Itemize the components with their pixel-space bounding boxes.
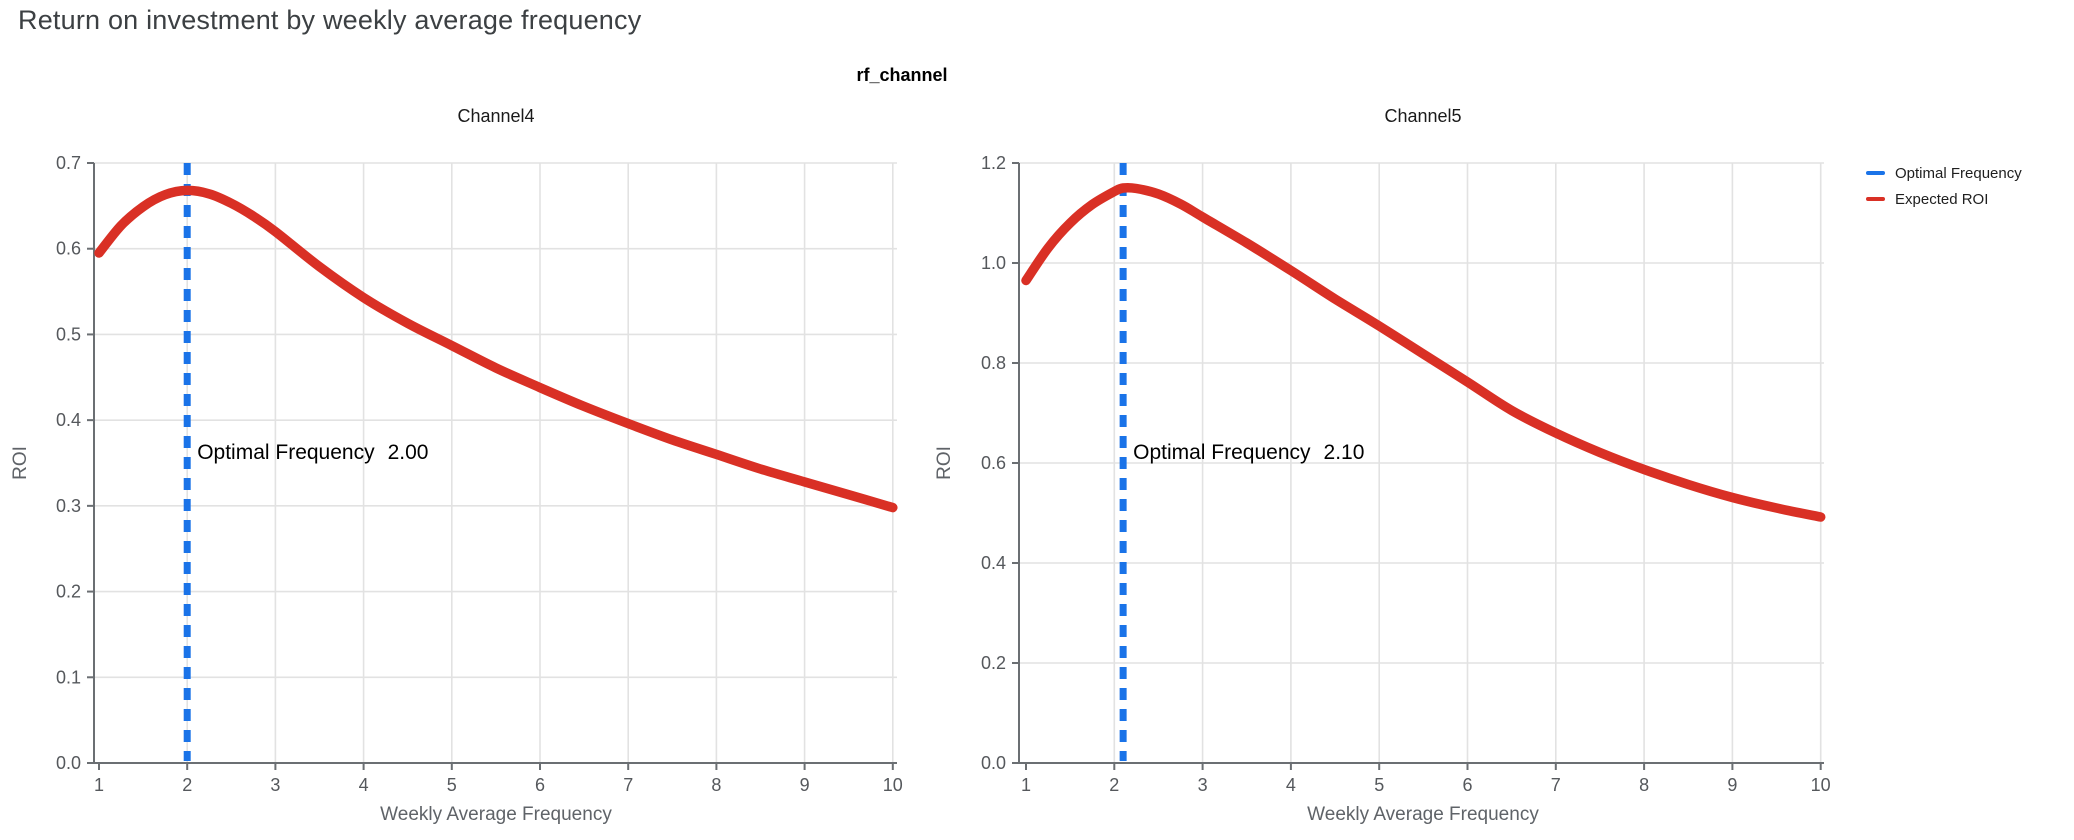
subplot-title: Channel5	[1384, 106, 1461, 126]
x-tick-label: 9	[1727, 775, 1737, 795]
x-tick-label: 1	[1021, 775, 1031, 795]
x-tick-label: 8	[1639, 775, 1649, 795]
y-axis-title: ROI	[10, 446, 31, 480]
x-tick-label: 4	[359, 775, 369, 795]
x-tick-label: 2	[1109, 775, 1119, 795]
y-tick-label: 0.4	[981, 553, 1006, 573]
x-tick-label: 7	[1551, 775, 1561, 795]
y-tick-label: 0.6	[56, 239, 81, 259]
x-tick-label: 3	[1198, 775, 1208, 795]
subplot-title: Channel4	[457, 106, 534, 126]
expected-roi-line-swatch	[1866, 197, 1885, 201]
x-tick-label: 6	[535, 775, 545, 795]
x-tick-label: 1	[94, 775, 104, 795]
optimal-frequency-annotation: Optimal Frequency 2.00	[197, 441, 428, 464]
x-tick-label: 3	[270, 775, 280, 795]
y-tick-label: 1.0	[981, 253, 1006, 273]
x-axis-title: Weekly Average Frequency	[1307, 804, 1539, 825]
x-tick-label: 10	[883, 775, 903, 795]
legend-item-optimal-frequency: Optimal Frequency	[1866, 160, 2022, 186]
y-tick-label: 0.4	[56, 410, 81, 430]
y-tick-label: 0.0	[981, 753, 1006, 773]
expected-roi-curve	[94, 185, 898, 513]
facet-title: rf_channel	[856, 65, 948, 85]
legend: Optimal Frequency Expected ROI	[1866, 160, 2022, 212]
expected-roi-curve	[1021, 182, 1826, 522]
y-tick-label: 0.5	[56, 324, 81, 344]
y-tick-label: 0.0	[56, 753, 81, 773]
y-tick-label: 0.3	[56, 496, 81, 516]
x-tick-label: 5	[1374, 775, 1384, 795]
x-tick-label: 9	[800, 775, 810, 795]
x-axis-title: Weekly Average Frequency	[380, 804, 612, 825]
x-tick-label: 10	[1811, 775, 1831, 795]
legend-label: Optimal Frequency	[1895, 164, 2022, 182]
optimal-frequency-annotation: Optimal Frequency 2.10	[1133, 441, 1364, 464]
y-tick-label: 1.2	[981, 153, 1006, 173]
x-tick-label: 4	[1286, 775, 1296, 795]
y-tick-label: 0.7	[56, 153, 81, 173]
x-tick-label: 7	[623, 775, 633, 795]
x-tick-label: 6	[1462, 775, 1472, 795]
legend-label: Expected ROI	[1895, 190, 1989, 208]
legend-item-expected-roi: Expected ROI	[1866, 186, 2022, 212]
y-tick-label: 0.6	[981, 453, 1006, 473]
y-tick-label: 0.8	[981, 353, 1006, 373]
page-title: Return on investment by weekly average f…	[18, 5, 642, 35]
x-tick-label: 8	[711, 775, 721, 795]
x-tick-label: 2	[182, 775, 192, 795]
y-tick-label: 0.1	[56, 667, 81, 687]
y-tick-label: 0.2	[56, 582, 81, 602]
y-tick-label: 0.2	[981, 653, 1006, 673]
y-axis-title: ROI	[934, 446, 955, 480]
optimal-frequency-line-swatch	[1866, 171, 1885, 175]
x-tick-label: 5	[447, 775, 457, 795]
